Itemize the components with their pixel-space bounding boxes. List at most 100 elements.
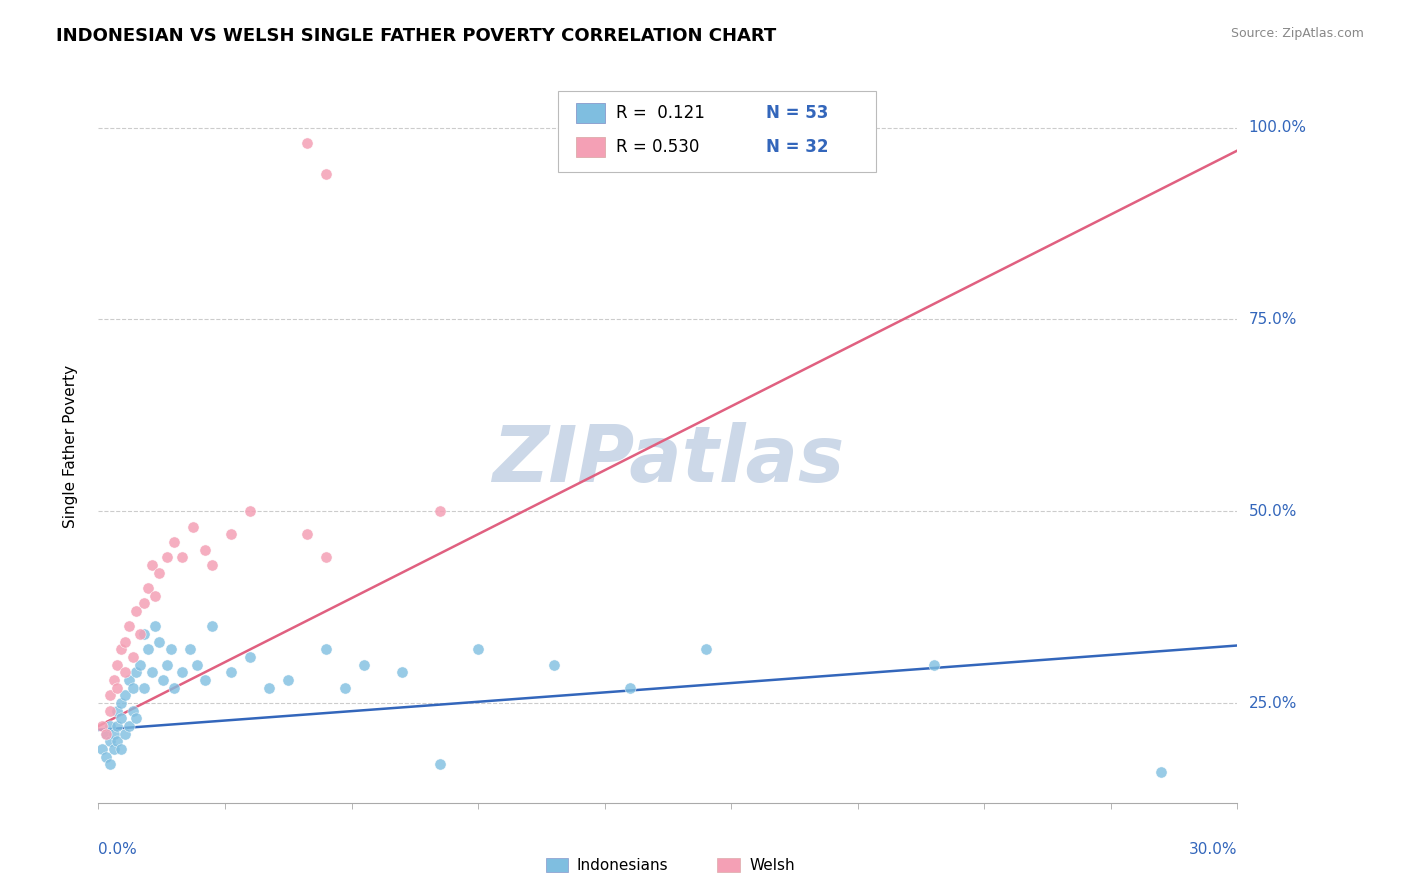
Point bbox=[159, 642, 181, 657]
Point bbox=[239, 650, 262, 665]
Point bbox=[297, 527, 319, 541]
Point bbox=[179, 642, 201, 657]
Point bbox=[156, 550, 179, 565]
Point bbox=[118, 673, 141, 687]
Point bbox=[1150, 765, 1173, 780]
Point bbox=[335, 681, 357, 695]
Point bbox=[353, 657, 375, 672]
Point bbox=[118, 619, 141, 633]
Point bbox=[121, 681, 143, 695]
Point bbox=[391, 665, 413, 680]
Point bbox=[297, 136, 319, 150]
Point bbox=[194, 673, 217, 687]
Point bbox=[194, 542, 217, 557]
Point bbox=[110, 696, 132, 710]
Text: INDONESIAN VS WELSH SINGLE FATHER POVERTY CORRELATION CHART: INDONESIAN VS WELSH SINGLE FATHER POVERT… bbox=[56, 27, 776, 45]
Point bbox=[156, 657, 179, 672]
Point bbox=[129, 657, 152, 672]
Point bbox=[114, 727, 136, 741]
Text: Indonesians: Indonesians bbox=[576, 858, 668, 872]
Point bbox=[110, 742, 132, 756]
Point bbox=[259, 681, 281, 695]
Point bbox=[186, 657, 208, 672]
Text: 75.0%: 75.0% bbox=[1249, 312, 1296, 326]
Point bbox=[103, 673, 125, 687]
Point bbox=[132, 627, 155, 641]
Point bbox=[110, 711, 132, 725]
Point bbox=[125, 665, 148, 680]
Text: 50.0%: 50.0% bbox=[1249, 504, 1296, 519]
Point bbox=[152, 673, 174, 687]
Point bbox=[91, 719, 114, 733]
Point bbox=[141, 558, 163, 572]
Point bbox=[121, 650, 143, 665]
Point bbox=[107, 734, 129, 748]
Point bbox=[201, 619, 224, 633]
Point bbox=[98, 757, 121, 772]
Point bbox=[145, 589, 167, 603]
Point bbox=[132, 596, 155, 610]
Point bbox=[145, 619, 167, 633]
Point bbox=[94, 727, 117, 741]
Point bbox=[98, 734, 121, 748]
Text: 0.0%: 0.0% bbox=[98, 842, 138, 856]
Point bbox=[922, 657, 945, 672]
Point bbox=[125, 711, 148, 725]
Point bbox=[91, 742, 114, 756]
Point bbox=[125, 604, 148, 618]
Text: Welsh: Welsh bbox=[749, 858, 794, 872]
Point bbox=[315, 642, 337, 657]
Point bbox=[221, 665, 243, 680]
Text: 100.0%: 100.0% bbox=[1249, 120, 1306, 135]
Text: 25.0%: 25.0% bbox=[1249, 696, 1296, 711]
Point bbox=[114, 689, 136, 703]
Point bbox=[429, 757, 451, 772]
Point bbox=[114, 665, 136, 680]
Point bbox=[315, 167, 337, 181]
Point bbox=[94, 749, 117, 764]
Point bbox=[136, 642, 159, 657]
Point bbox=[103, 727, 125, 741]
Point bbox=[163, 681, 186, 695]
Point bbox=[170, 665, 193, 680]
Point bbox=[170, 550, 193, 565]
Y-axis label: Single Father Poverty: Single Father Poverty bbox=[63, 365, 77, 527]
Point bbox=[107, 681, 129, 695]
Point bbox=[619, 681, 641, 695]
Point bbox=[136, 581, 159, 595]
Point bbox=[239, 504, 262, 518]
Point bbox=[107, 719, 129, 733]
Text: 30.0%: 30.0% bbox=[1189, 842, 1237, 856]
Point bbox=[118, 719, 141, 733]
Point bbox=[543, 657, 565, 672]
Point bbox=[98, 719, 121, 733]
Point bbox=[277, 673, 299, 687]
Point bbox=[129, 627, 152, 641]
Point bbox=[94, 727, 117, 741]
Point bbox=[114, 634, 136, 648]
Text: Source: ZipAtlas.com: Source: ZipAtlas.com bbox=[1230, 27, 1364, 40]
Point bbox=[141, 665, 163, 680]
Point bbox=[695, 642, 717, 657]
Point bbox=[148, 634, 170, 648]
Point bbox=[429, 504, 451, 518]
Point bbox=[183, 519, 205, 533]
Point bbox=[121, 704, 143, 718]
Point bbox=[163, 535, 186, 549]
Text: ZIPatlas: ZIPatlas bbox=[492, 422, 844, 499]
Point bbox=[148, 566, 170, 580]
Text: R =  0.121: R = 0.121 bbox=[616, 104, 704, 122]
Point bbox=[98, 689, 121, 703]
Text: N = 32: N = 32 bbox=[766, 138, 828, 156]
Text: N = 53: N = 53 bbox=[766, 104, 828, 122]
Point bbox=[201, 558, 224, 572]
Point bbox=[107, 657, 129, 672]
Point bbox=[107, 704, 129, 718]
Point bbox=[315, 550, 337, 565]
Text: R = 0.530: R = 0.530 bbox=[616, 138, 699, 156]
Point bbox=[467, 642, 489, 657]
Point bbox=[132, 681, 155, 695]
Point bbox=[98, 704, 121, 718]
Point bbox=[110, 642, 132, 657]
Point bbox=[221, 527, 243, 541]
